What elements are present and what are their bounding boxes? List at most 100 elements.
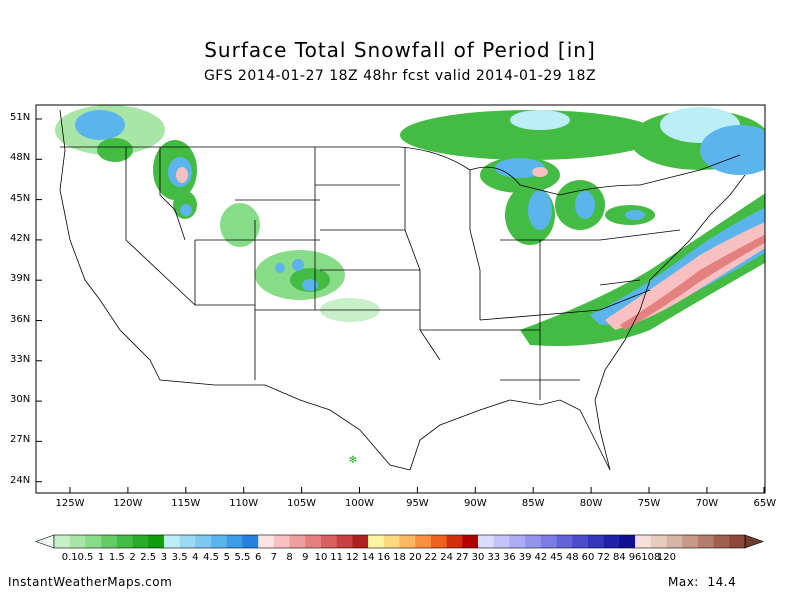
scale-swatch [179,535,196,548]
scale-label: 0.5 [77,552,94,563]
scale-swatch [242,535,259,548]
scale-label: 0.1 [61,552,78,563]
scale-swatch [132,535,149,548]
lon-label: 125W [55,498,85,509]
scale-swatch [697,535,714,548]
scale-label: 5.5 [234,552,251,563]
lon-label: 120W [113,498,143,509]
scale-label: 4 [192,552,199,563]
scale-label: 18 [393,552,406,563]
scale-label: 72 [597,552,611,563]
scale-swatch [713,535,730,548]
scale-swatch [430,535,447,548]
scale-swatch [540,535,557,548]
lat-label: 30N [10,394,31,406]
scale-swatch [619,535,636,548]
lat-label: 24N [10,474,31,486]
scale-swatch [572,535,589,548]
scale-swatch [682,535,699,548]
scale-swatch [525,535,542,548]
scale-label: 8 [286,552,293,563]
scale-label: 24 [440,552,453,563]
scale-swatch [211,535,228,548]
scale-label: 1 [97,552,105,563]
scale-swatch [195,535,212,548]
lon-label: 115W [171,498,201,509]
gulf-coast [409,399,611,471]
lon-label: 75W [637,498,661,509]
scale-swatch [305,535,322,548]
scale-swatch [258,535,275,548]
scale-swatch [368,535,385,548]
scale-swatch [556,535,573,548]
scale-label: 96 [628,552,642,563]
lat-label: 51N [10,112,31,123]
scale-swatch [383,535,400,548]
scale-swatch [273,535,290,548]
lon-label: 90W [463,498,487,509]
scale-label: 16 [377,552,391,563]
scale-label: 48 [565,552,579,563]
scale-swatch [493,535,510,548]
scale-label: 33 [487,552,501,563]
snow-area-great-lakes [400,110,660,160]
scale-swatch [509,535,526,548]
scale-label: 45 [550,552,563,563]
map-title: Surface Total Snowfall of Period [in] [204,38,596,62]
axis-ticks [36,118,765,493]
scale-label: 60 [581,552,595,563]
scale-label: 6 [254,552,262,563]
lat-label: 42N [10,232,31,244]
scale-swatch [226,535,243,548]
scale-label: 120 [656,552,677,563]
scale-swatch [587,535,604,548]
source-credit: InstantWeatherMaps.com [8,575,173,589]
scale-label: 11 [330,552,344,563]
lon-label: 100W [345,498,374,509]
scale-swatch [666,535,683,548]
scale-label: 22 [424,552,438,563]
snow-area-southeast [520,193,765,346]
scale-max-arrow [744,534,764,549]
scale-swatch [446,535,463,548]
scale-swatch [635,535,652,548]
scale-swatch [352,535,369,548]
scale-label: 84 [612,552,626,563]
lat-label: 48N [10,152,31,164]
mexico-border [159,379,411,471]
east-coast [594,174,746,471]
scale-swatch [289,535,306,548]
scale-swatch [336,535,353,548]
scale-label: 9 [302,552,309,563]
lat-label: 45N [10,192,31,204]
scale-label: 12 [346,552,359,563]
lon-label: 95W [406,498,429,509]
west-coast [59,109,161,381]
scale-swatch [650,535,667,548]
scale-label: 7 [270,552,278,563]
lat-label: 36N [10,313,31,325]
scale-label: 5 [223,552,230,563]
scale-label: 14 [361,552,375,563]
lat-label: 39N [10,273,31,285]
scale-label: 42 [534,552,548,563]
scale-label: 3.5 [171,552,188,563]
scale-label: 2 [129,552,136,563]
scale-swatch [478,535,495,548]
scale-swatch [415,535,432,548]
scale-swatch [320,535,337,548]
scale-swatch [116,535,133,548]
lon-label: 105W [287,498,317,509]
scale-swatch [462,535,479,548]
scale-swatch [148,535,165,548]
scale-swatch [163,535,180,548]
canada-border [60,146,741,196]
scale-swatch [729,535,746,548]
scale-min-arrow [35,534,55,549]
lon-label: 70W [695,498,719,509]
scale-label: 1.5 [108,552,125,563]
scale-label: 36 [503,552,516,563]
scale-label: 4.5 [203,552,219,563]
scale-label: 108 [641,552,661,563]
